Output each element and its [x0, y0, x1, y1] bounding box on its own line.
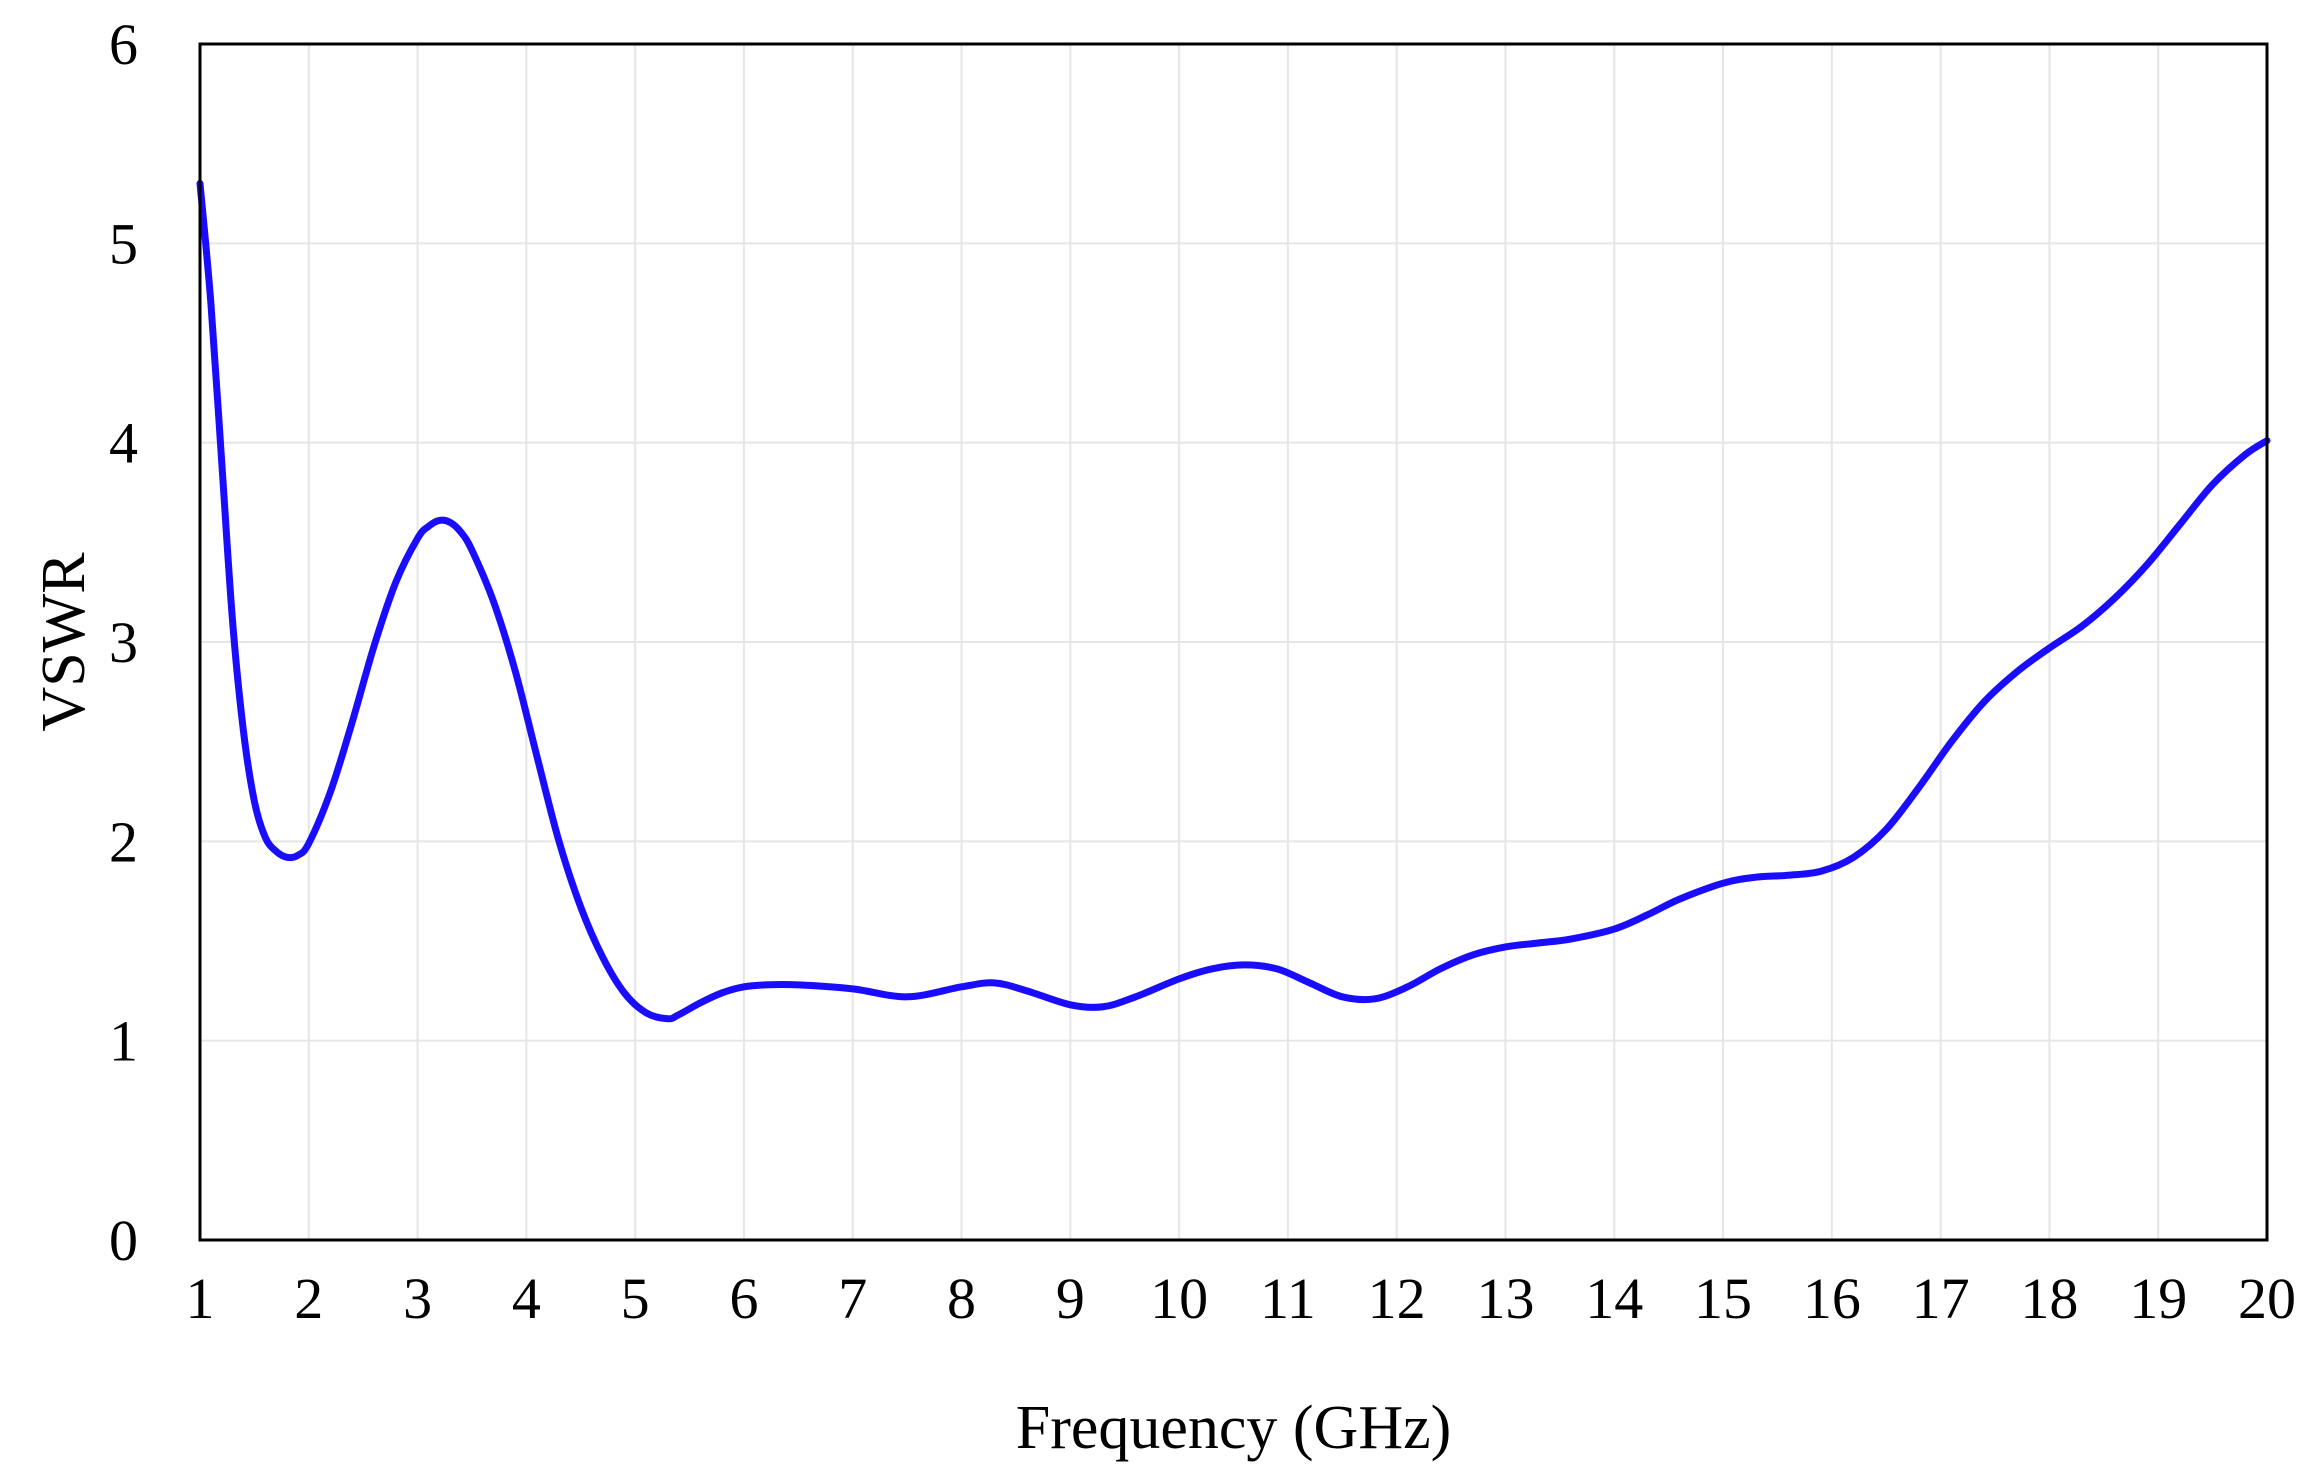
- plot-frame: [198, 42, 2269, 1242]
- x-tick-label-3: 3: [403, 1266, 432, 1331]
- x-tick-label-4: 4: [512, 1266, 541, 1331]
- x-tick-label-13: 13: [1476, 1266, 1534, 1331]
- x-tick-label-7: 7: [838, 1266, 867, 1331]
- y-tick-label-3: 3: [109, 610, 138, 675]
- x-tick-label-11: 11: [1260, 1266, 1316, 1331]
- x-tick-label-16: 16: [1803, 1266, 1861, 1331]
- x-axis-title: Frequency (GHz): [1016, 1394, 1452, 1462]
- x-tick-label-18: 18: [2020, 1266, 2078, 1331]
- series-layer: [196, 180, 2271, 1023]
- x-tick-label-2: 2: [294, 1266, 323, 1331]
- x-tick-label-15: 15: [1694, 1266, 1752, 1331]
- grid-layer: [200, 44, 2267, 1240]
- x-tick-label-10: 10: [1150, 1266, 1208, 1331]
- x-tick-label-12: 12: [1368, 1266, 1426, 1331]
- y-tick-label-2: 2: [109, 809, 138, 874]
- x-tick-label-8: 8: [947, 1266, 976, 1331]
- y-tick-label-6: 6: [109, 12, 138, 77]
- x-tick-label-19: 19: [2129, 1266, 2187, 1331]
- y-tick-label-5: 5: [109, 211, 138, 276]
- axis-layer: [198, 42, 2269, 1242]
- y-tick-label-0: 0: [109, 1208, 138, 1273]
- x-tick-label-20: 20: [2238, 1266, 2296, 1331]
- y-tick-label-1: 1: [109, 1009, 138, 1074]
- x-tick-label-9: 9: [1056, 1266, 1085, 1331]
- x-tick-label-5: 5: [621, 1266, 650, 1331]
- x-tick-label-14: 14: [1585, 1266, 1643, 1331]
- x-tick-label-6: 6: [729, 1266, 758, 1331]
- y-axis-title: VSWR: [30, 552, 98, 732]
- x-tick-label-1: 1: [186, 1266, 215, 1331]
- vswr-series-line: [196, 180, 2271, 1023]
- x-tick-label-17: 17: [1912, 1266, 1970, 1331]
- y-tick-label-4: 4: [109, 411, 138, 476]
